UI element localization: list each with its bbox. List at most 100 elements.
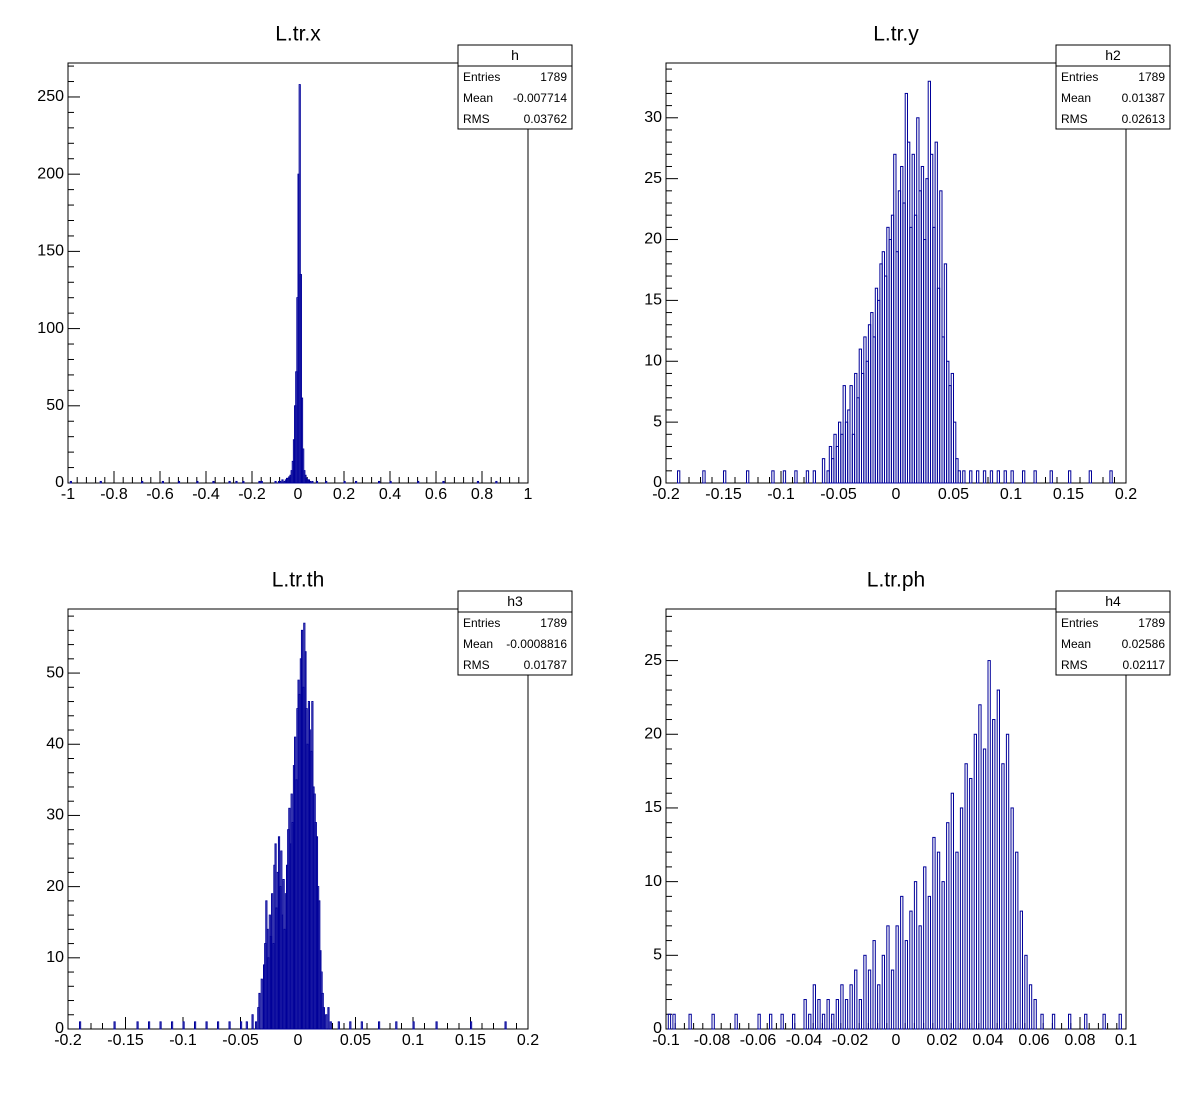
histogram-pad-2: L.tr.y -0.2 -0.15 -0.1 -0.05 0 0.05 0.1 0.15 0.2 0… [644,23,1171,503]
histogram-bin [148,1021,151,1030]
histogram-bin [279,480,282,484]
histogram-bin [329,1021,332,1030]
histogram-pad-3: L.tr.th -0.2 -0.15 -0.1 -0.05 0 0.05 0.1 0.15 0.2… [46,569,573,1049]
histogram-bin [1001,763,1005,1030]
histogram-bin [895,925,899,1030]
x-tick-label: 0.6 [425,486,447,503]
histogram-bin [950,792,955,1030]
histogram-bin [1102,1013,1106,1030]
y-tick-label: 0 [55,1020,64,1037]
histogram-pad-1: L.tr.x -1 -0.8 -0.6 -0.4 -0.2 0 0.2 0.4 0.6 0.8 1 0 5… [37,23,573,503]
histogram-bin [1033,999,1037,1030]
x-tick-label: 0.1 [1115,1032,1137,1049]
histogram-bin [881,954,886,1030]
histogram-bin [1118,1013,1122,1030]
histogram-bin [205,1021,208,1030]
x-tick-label: 0.02 [926,1032,957,1049]
histogram-bin [235,480,238,484]
histogram-bin [1015,851,1019,1030]
stats-label-mean: Mean [463,91,493,105]
stats-histogram-name: h2 [1105,47,1121,63]
histogram-bin [395,1021,398,1030]
x-tick-label: 0.2 [1115,486,1137,503]
chart-title: L.tr.th [272,569,325,592]
x-tick-label: 0.04 [972,1032,1003,1049]
histogram-bin [1068,1013,1072,1030]
histogram-bin [1005,733,1010,1030]
x-tick-label: -0.2 [652,486,680,503]
y-tick-label: 40 [46,735,64,752]
x-tick-label: 0.8 [471,486,493,503]
histogram-bin [992,719,996,1030]
histogram-bin [890,969,895,1030]
histogram-bin [476,480,480,484]
y-tick-label: 15 [644,292,662,309]
stats-label-rms: RMS [1061,112,1088,126]
histogram-bin [161,480,164,484]
histogram-bin [1028,984,1033,1030]
histogram-bin [389,480,392,484]
histogram-bin [442,480,445,484]
y-tick-label: 25 [644,170,662,187]
y-tick-label: 50 [46,664,64,681]
histogram-bin [182,1021,185,1030]
stats-box-frame [1055,44,1171,130]
histogram-bin [228,480,231,484]
histogram-bin [923,866,927,1030]
histogram-bin [976,470,980,484]
histogram-bin [927,895,932,1030]
y-tick-label: 10 [644,352,662,369]
stats-value-entries: 1789 [1138,70,1165,84]
y-tick-label: 15 [644,799,662,816]
histogram-bin [260,978,263,1030]
x-tick-label: -0.06 [740,1032,777,1049]
histogram-bin [343,480,346,484]
stats-label-mean: Mean [463,637,493,651]
stats-value-rms: 0.01787 [524,658,568,672]
histogram-bin [803,999,807,1030]
histogram-bin [1049,470,1053,484]
histogram-bin [251,1014,254,1030]
histogram-bin [913,881,918,1030]
histogram-bin [495,480,498,484]
histogram-bin [325,480,328,484]
x-tick-label: -1 [61,486,75,503]
histogram-bin [212,480,215,484]
histogram-bin [932,836,936,1030]
x-tick-label: 0.1 [1000,486,1022,503]
y-tick-label: 100 [37,320,64,337]
stats-box-frame [457,44,573,130]
histogram-bin [840,984,844,1030]
stats-box: h Entries 1789 Mean -0.007714 RMS 0.03762 [457,44,573,130]
histogram-bin [300,397,304,484]
histogram-bin [322,1007,325,1030]
histogram-bin [327,1007,330,1030]
x-tick-label: 0.2 [517,1032,539,1049]
histogram-bin [702,470,706,484]
histogram-bin [240,1021,243,1030]
stats-label-entries: Entries [1061,616,1098,630]
histogram-bin [953,421,957,484]
histogram-bin [325,1014,328,1030]
y-tick-label: 10 [46,949,64,966]
y-tick-label: 250 [37,88,64,105]
histogram-bin [821,458,826,484]
histogram-bin [782,470,787,484]
stats-value-mean: 0.02586 [1122,637,1166,651]
y-tick-label: 0 [653,1020,662,1037]
histogram-bin [821,1013,826,1030]
histogram-bin [435,1021,438,1030]
stats-label-entries: Entries [1061,70,1098,84]
stats-label-rms: RMS [1061,658,1088,672]
y-tick-label: 50 [46,397,64,414]
histogram-bin [904,940,909,1030]
y-tick-label: 20 [644,725,662,742]
histogram-bin [955,851,959,1030]
histogram-bin [337,1021,340,1030]
stats-histogram-name: h3 [507,593,523,609]
histogram-bin [982,748,987,1030]
histogram-bin [417,480,420,484]
histogram-bin [854,969,858,1030]
histogram-bin [1109,470,1113,484]
histogram-bin [228,1021,231,1030]
